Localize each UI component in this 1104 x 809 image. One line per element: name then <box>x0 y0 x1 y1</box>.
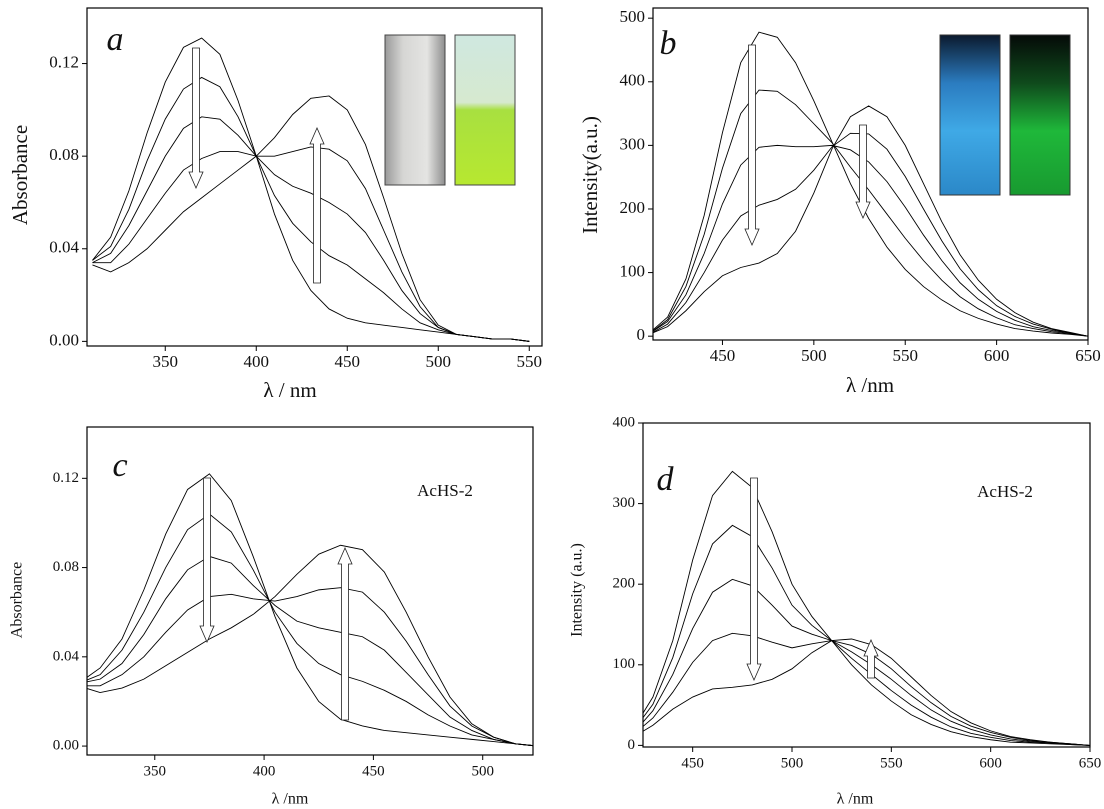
y-tick-label: 400 <box>620 71 646 90</box>
spectrum-line <box>653 144 1088 337</box>
panel-label: d <box>657 461 675 498</box>
spectrum-line <box>653 132 1088 337</box>
x-tick-label: 600 <box>979 755 1002 771</box>
plot-frame <box>642 422 1091 748</box>
x-tick-label: 450 <box>362 763 385 779</box>
y-axis-title: Intensity(a.u.) <box>578 116 602 234</box>
trend-arrow <box>199 477 215 643</box>
spectrum-line <box>87 544 533 747</box>
x-tick-label: 550 <box>892 346 918 365</box>
y-tick-label: 0 <box>628 737 636 753</box>
y-tick-label: 0.12 <box>53 470 79 486</box>
y-tick-label: 0.12 <box>49 52 79 71</box>
y-tick-label: 200 <box>620 198 646 217</box>
panel-label: a <box>107 21 124 58</box>
x-tick-label: 500 <box>426 352 452 371</box>
y-tick-label: 0.08 <box>53 559 79 575</box>
panel-label: c <box>112 447 127 484</box>
spectrum-line <box>643 470 1090 746</box>
x-axis-title: λ /nm <box>846 373 894 397</box>
y-tick-label: 0 <box>637 325 646 344</box>
panel-label: b <box>660 25 677 62</box>
x-tick-label: 350 <box>153 352 179 371</box>
spectrum-line <box>643 578 1090 746</box>
y-tick-label: 100 <box>620 261 646 280</box>
x-tick-label: 450 <box>335 352 361 371</box>
trend-arrow <box>744 44 760 246</box>
y-axis-title: Absorbance <box>9 562 26 638</box>
trend-arrow <box>863 639 879 679</box>
x-tick-label: 550 <box>880 755 903 771</box>
y-tick-label: 0.00 <box>53 738 79 754</box>
annotation: AcHS-2 <box>417 481 473 500</box>
x-tick-label: 450 <box>681 755 704 771</box>
x-tick-label: 450 <box>710 346 736 365</box>
plot-area <box>87 473 533 747</box>
spectrum-line <box>653 105 1088 337</box>
y-tick-label: 300 <box>620 134 646 153</box>
y-tick-label: 0.08 <box>49 145 79 164</box>
plot-area <box>653 31 1088 337</box>
trend-arrow <box>746 477 762 681</box>
spectrum-line <box>87 513 533 747</box>
inset-photo-b <box>939 34 1071 196</box>
plot-frame <box>86 7 543 347</box>
y-axis-title: Intensity (a.u.) <box>569 543 586 637</box>
spectrum-line <box>653 31 1088 337</box>
plot-area <box>643 470 1090 746</box>
trend-arrow <box>188 47 204 189</box>
y-tick-label: 400 <box>613 414 636 430</box>
y-tick-label: 500 <box>620 7 646 26</box>
plot-area <box>92 37 530 342</box>
x-axis-title: λ /nm <box>837 791 874 808</box>
spectrum-line <box>92 95 530 342</box>
plot-frame <box>86 426 534 756</box>
y-tick-label: 200 <box>613 576 636 592</box>
y-tick-label: 0.04 <box>53 648 80 664</box>
inset-photo-a <box>384 34 516 186</box>
x-tick-label: 500 <box>471 763 494 779</box>
x-tick-label: 400 <box>244 352 270 371</box>
spectrum-line <box>87 555 533 747</box>
annotation: AcHS-2 <box>977 482 1033 501</box>
trend-arrow <box>337 547 353 721</box>
y-axis-title: Absorbance <box>8 125 32 225</box>
x-tick-label: 350 <box>144 763 167 779</box>
x-tick-label: 550 <box>517 352 543 371</box>
trend-arrow <box>309 127 325 284</box>
trend-arrow <box>855 124 871 219</box>
spectrum-line <box>87 587 533 747</box>
spectrum-line <box>643 638 1090 746</box>
spectrum-line <box>653 89 1088 337</box>
x-tick-label: 600 <box>984 346 1010 365</box>
x-tick-label: 650 <box>1075 346 1101 365</box>
x-tick-label: 400 <box>253 763 276 779</box>
y-tick-label: 0.00 <box>49 330 79 349</box>
x-axis-title: λ /nm <box>272 791 309 808</box>
y-tick-label: 0.04 <box>49 238 79 257</box>
x-tick-label: 500 <box>781 755 804 771</box>
plot-frame <box>652 7 1089 341</box>
x-tick-label: 500 <box>801 346 827 365</box>
y-tick-label: 300 <box>613 495 636 511</box>
spectrum-line <box>87 473 533 747</box>
x-tick-label: 650 <box>1079 755 1102 771</box>
x-axis-title: λ / nm <box>263 378 316 402</box>
spectrum-line <box>643 524 1090 746</box>
y-tick-label: 100 <box>613 656 636 672</box>
spectrum-line <box>643 632 1090 746</box>
